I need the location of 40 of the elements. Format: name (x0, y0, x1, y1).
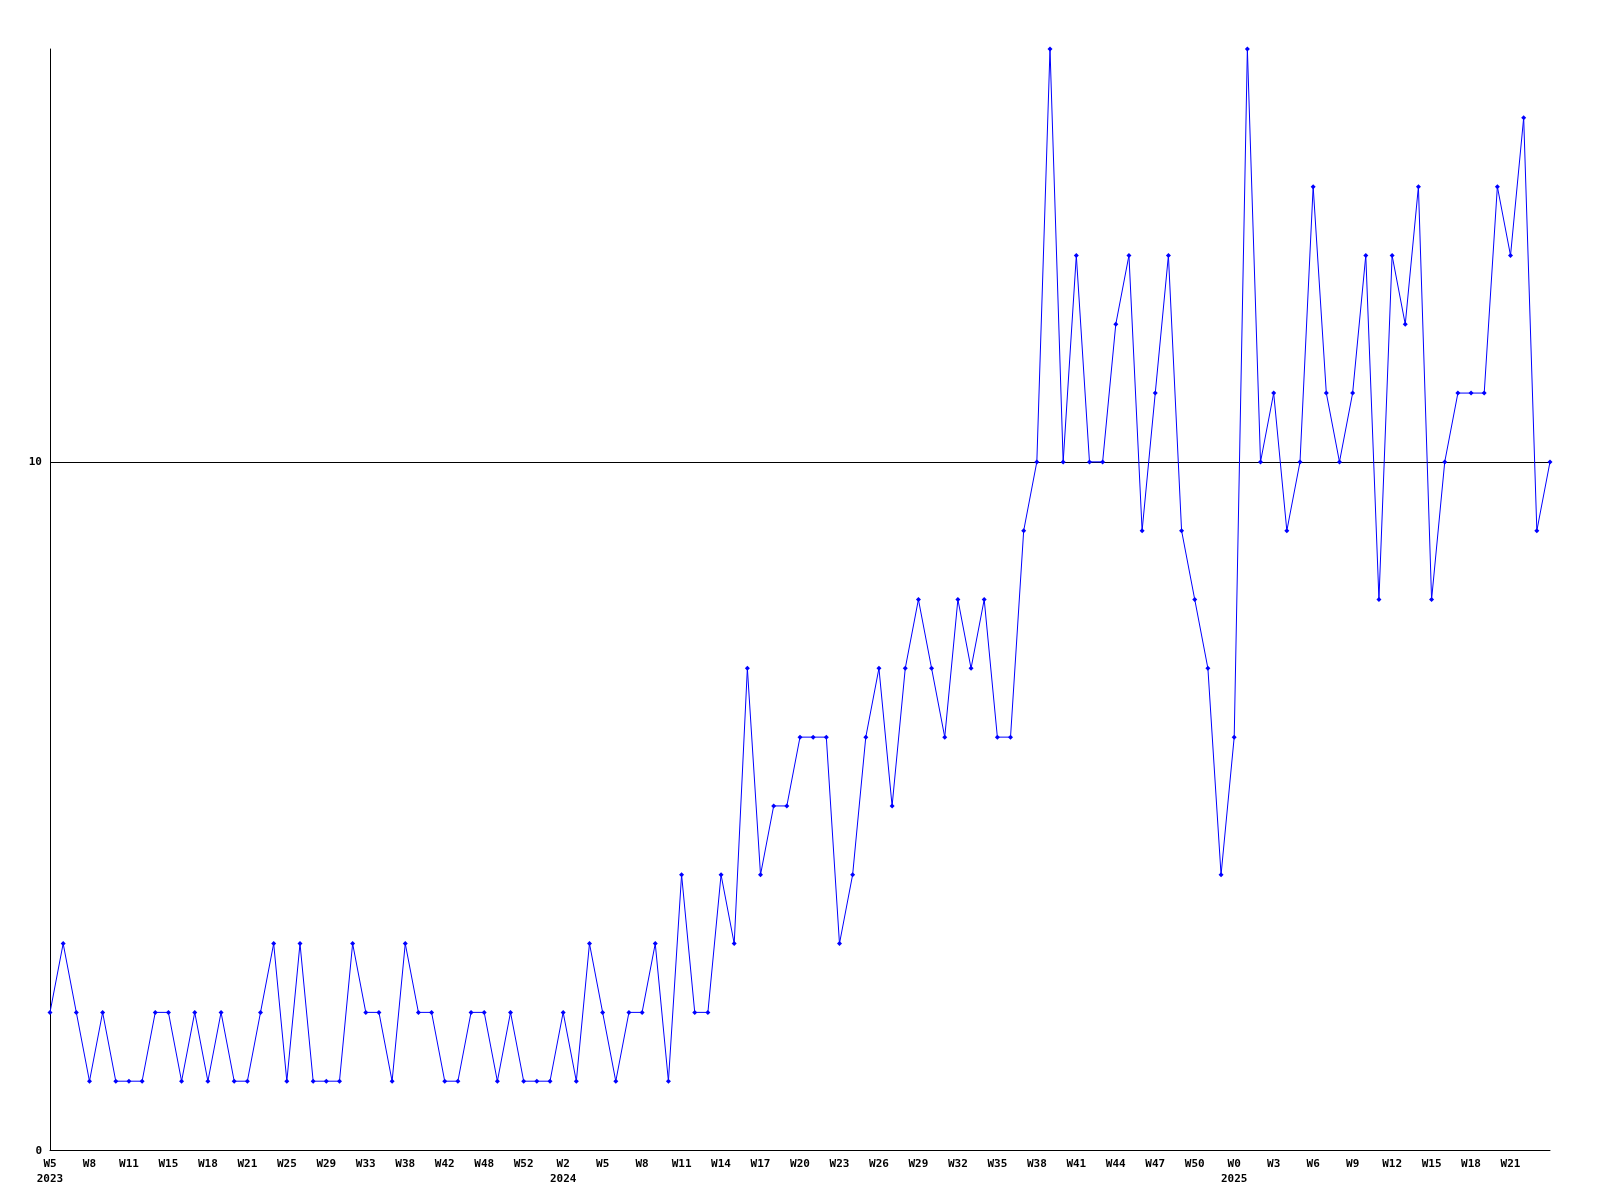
x-tick-label: W38 (1026, 1157, 1047, 1170)
y-tick-label: 10 (28, 455, 42, 469)
x-tick-label: W38 (395, 1157, 416, 1170)
x-tick-label: W42 (434, 1157, 455, 1170)
x-tick-label: W18 (1461, 1157, 1481, 1170)
x-tick-label: W47 (1145, 1157, 1166, 1170)
x-tick-label: W18 (197, 1157, 218, 1170)
x-tick-label: W35 (987, 1157, 1008, 1170)
x-tick-label: W11 (119, 1157, 140, 1170)
x-tick-label: W50 (1184, 1157, 1205, 1170)
x-tick-label: W44 (1105, 1157, 1127, 1170)
x-tick-label: W8 (82, 1157, 97, 1170)
x-tick-label: W15 (158, 1157, 179, 1170)
x-tick-label: W5 (596, 1157, 610, 1170)
x-tick-label: W2 2024 (549, 1157, 577, 1185)
x-tick-label: W6 (1306, 1157, 1321, 1170)
x-tick-label: W32 (947, 1157, 968, 1170)
x-tick-label: W20 (790, 1157, 810, 1170)
x-tick-label: W41 (1066, 1157, 1087, 1170)
x-tick-label: W29 (908, 1157, 929, 1170)
x-tick-label: W21 (1500, 1157, 1521, 1170)
x-tick-label: W15 (1421, 1157, 1442, 1170)
x-tick-label: W3 (1267, 1157, 1281, 1170)
x-tick-label: W23 (829, 1157, 850, 1170)
x-tick-label: W17 (750, 1157, 771, 1170)
x-tick-label: W8 (635, 1157, 649, 1170)
x-tick-label: W25 (276, 1157, 297, 1170)
x-tick-label: W26 (869, 1157, 890, 1170)
x-tick-label: W48 (474, 1157, 495, 1170)
x-tick-label: W21 (237, 1157, 258, 1170)
x-tick-label: W11 (671, 1157, 692, 1170)
x-tick-label: W33 (355, 1157, 376, 1170)
x-tick-label: W5 2023 (36, 1157, 64, 1185)
x-tick-label: W52 (513, 1157, 534, 1170)
x-tick-label: W12 (1382, 1157, 1403, 1170)
x-tick-label: W0 2025 (1220, 1157, 1248, 1185)
y-tick-label: 0 (35, 1143, 42, 1157)
x-tick-label: W29 (316, 1157, 337, 1170)
x-tick-label: W9 (1346, 1157, 1360, 1170)
x-tick-label: W14 (711, 1157, 732, 1170)
